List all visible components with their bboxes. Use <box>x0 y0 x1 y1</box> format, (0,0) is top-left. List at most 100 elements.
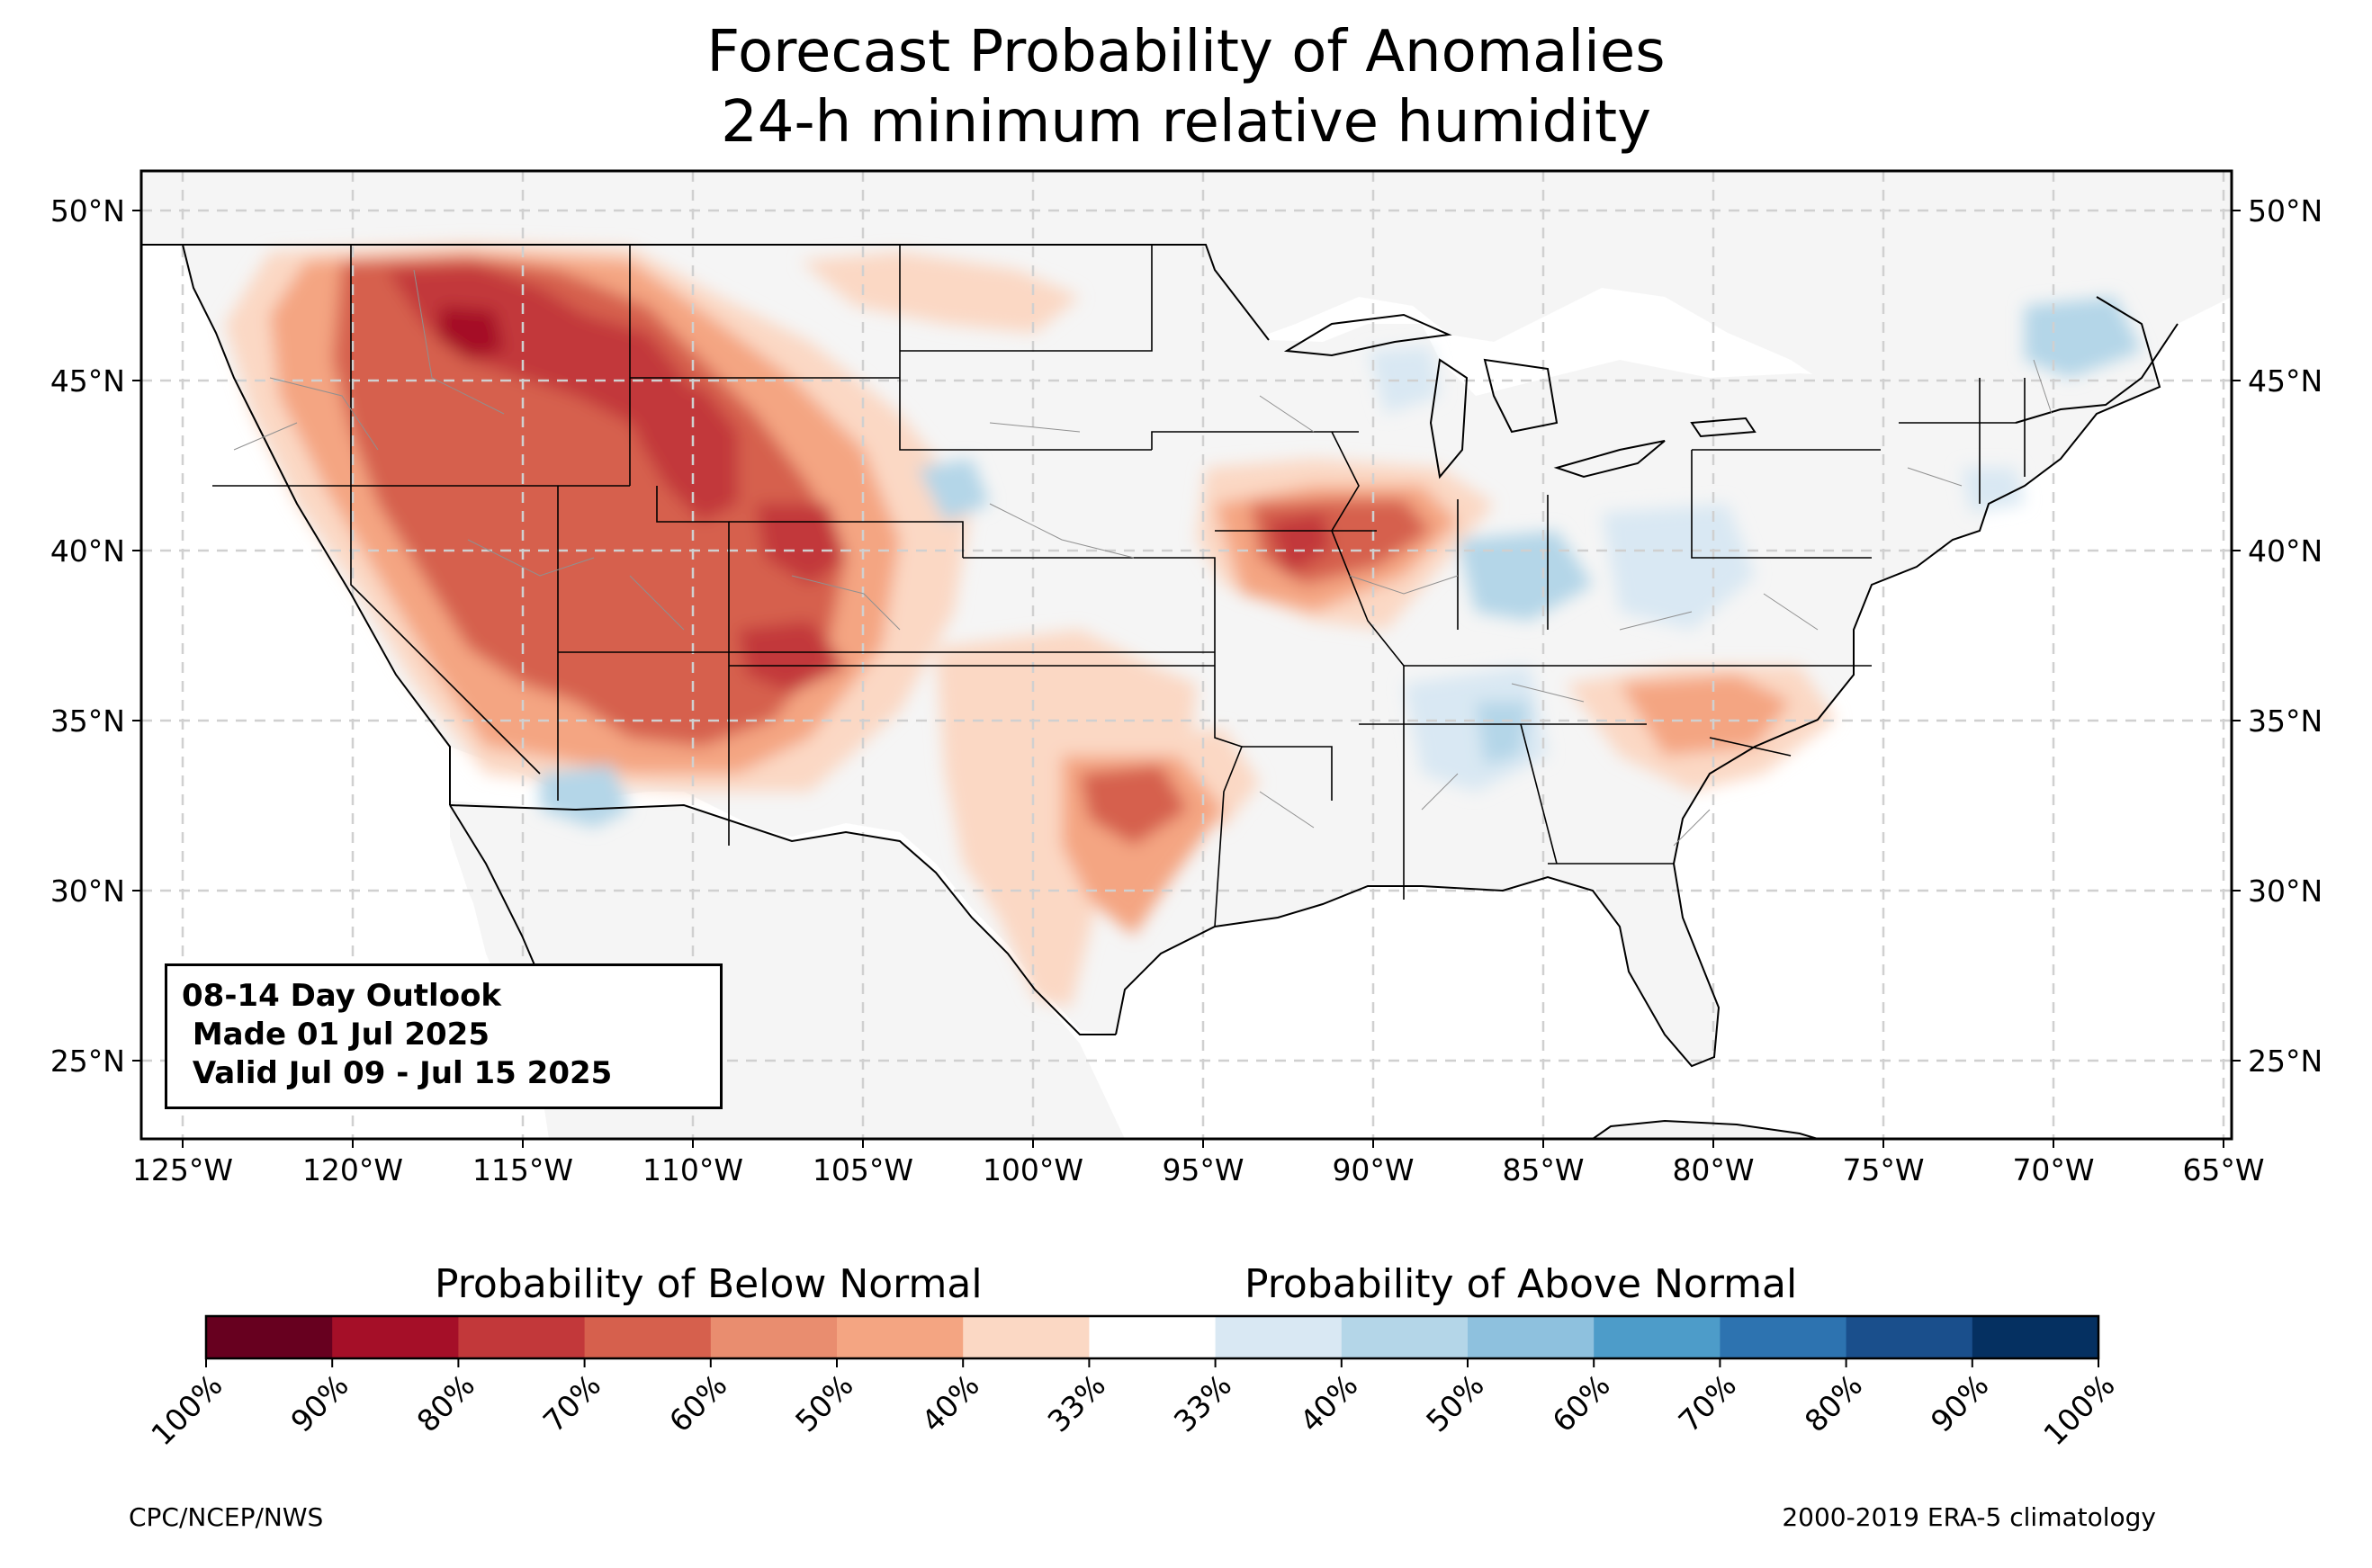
us-canada-border <box>141 244 1270 341</box>
colorbar-swatch <box>332 1316 459 1358</box>
colorbar-swatch <box>710 1316 838 1358</box>
probability-shading <box>225 243 2142 1008</box>
below-40-northplains <box>801 252 1080 333</box>
credit-left: CPC/NCEP/NWS <box>129 1502 324 1532</box>
lake-michigan <box>1429 358 1469 479</box>
colorbar-swatch <box>206 1316 333 1358</box>
lat-label-right: 30°N <box>2248 874 2323 909</box>
lon-label: 75°W <box>1842 1152 1924 1187</box>
colorbar-swatch <box>1215 1316 1343 1358</box>
below-70-wyoming <box>630 387 738 522</box>
colorbar-tick-label: 40% <box>914 1367 985 1438</box>
colorbar-tick-label: 80% <box>1798 1367 1869 1438</box>
state-line <box>1520 723 1558 865</box>
county-borders <box>233 269 2053 847</box>
lat-label-left: 50°N <box>50 193 125 228</box>
colorbar-swatch <box>584 1316 712 1358</box>
lat-label-right: 40°N <box>2248 533 2323 569</box>
lat-label-right: 35°N <box>2248 703 2323 739</box>
lon-label: 110°W <box>642 1152 743 1187</box>
colorbar-swatch <box>1341 1316 1469 1358</box>
cuba-coast <box>1592 1119 1819 1139</box>
colorbar-tick-label: 60% <box>1545 1367 1616 1438</box>
state-line <box>1691 450 1872 559</box>
lon-label: 115°W <box>472 1152 573 1187</box>
state-line <box>729 521 964 558</box>
colorbar-tick-label: 33% <box>1041 1367 1112 1438</box>
colorbar-swatch <box>458 1316 586 1358</box>
colorbar-tick-label: 100% <box>144 1367 229 1452</box>
outlook-made-date: Made 01 Jul 2025 <box>182 1017 490 1053</box>
below-60-texas <box>1080 765 1188 846</box>
above-40-newengland <box>2025 297 2142 378</box>
us-canada-border-east <box>2015 323 2179 424</box>
map-frame <box>139 169 2233 1141</box>
colorbar-tick-label: 70% <box>1672 1367 1743 1438</box>
chart-title-line2: 24-h minimum relative humidity <box>721 89 1651 156</box>
state-line <box>963 557 1216 666</box>
above-40-alabama <box>1476 702 1530 765</box>
above-33-ohiovalley <box>1602 504 1755 630</box>
colorbar-swatch <box>1594 1316 1721 1358</box>
lon-label: 95°W <box>1162 1152 1244 1187</box>
lon-label: 65°W <box>2182 1152 2264 1187</box>
lon-label: 125°W <box>132 1152 233 1187</box>
below-70-missouri <box>1269 513 1332 576</box>
above-40-arizona <box>540 765 630 828</box>
county-lines <box>233 269 2053 847</box>
state-line <box>656 486 730 846</box>
lat-label-left: 35°N <box>50 703 125 739</box>
colorbar-tick-label: 90% <box>1924 1367 1995 1438</box>
lon-label: 85°W <box>1502 1152 1584 1187</box>
chart-title-line1: Forecast Probability of Anomalies <box>706 19 1666 85</box>
colorbar-swatch <box>1972 1316 2099 1358</box>
above-33-wisconsin <box>1368 346 1440 414</box>
below-70-colorado <box>756 504 846 585</box>
colorbar-frame <box>204 1314 2100 1360</box>
state-line <box>1331 431 1405 667</box>
credit-right: 2000-2019 ERA-5 climatology <box>1782 1502 2156 1532</box>
lon-label: 120°W <box>302 1152 403 1187</box>
axis-ticks: 50°N 50°N 45°N 45°N 40°N 40°N 35°N 35°N 30°N 30°N… <box>50 193 2323 1187</box>
colorbar-tick-label: 33% <box>1167 1367 1238 1438</box>
state-line <box>1709 737 1792 757</box>
below-50-carolinas <box>1620 675 1791 756</box>
above-33-southeast <box>1404 666 1548 792</box>
outlook-valid-range: Valid Jul 09 - Jul 15 2025 <box>182 1055 613 1091</box>
colorbar-swatch <box>963 1316 1090 1358</box>
state-line <box>1242 746 1333 801</box>
colorbar-tick-label: 50% <box>788 1367 859 1438</box>
lon-label: 100°W <box>983 1152 1083 1187</box>
boundaries <box>141 244 2179 1139</box>
outlook-period: 08-14 Day Outlook <box>182 978 502 1014</box>
lon-label: 80°W <box>1672 1152 1754 1187</box>
colorbar-tick-label: 90% <box>283 1367 355 1438</box>
above-40-nebraska <box>918 459 990 522</box>
above-normal-label: Probability of Above Normal <box>1244 1261 1798 1307</box>
above-33-mid-atlantic <box>1962 468 2025 513</box>
colorbar: 100% 90% 80% 70% 60% 50% 40% 33% 33% 40% 50% 60% 70%… <box>144 1314 2122 1452</box>
lon-label: 70°W <box>2012 1152 2094 1187</box>
colorbar-swatch <box>1468 1316 1595 1358</box>
canada-land <box>141 171 2232 441</box>
lon-label: 90°W <box>1332 1152 1414 1187</box>
above-40-indiana <box>1458 531 1593 621</box>
west-coastline <box>182 244 451 805</box>
us-mexico-border <box>449 803 1116 1035</box>
colorbar-tick-label: 70% <box>536 1367 607 1438</box>
lake-erie <box>1553 440 1666 479</box>
lat-label-left: 45°N <box>50 363 125 399</box>
state-borders <box>212 245 2026 927</box>
lat-label-right: 25°N <box>2248 1044 2323 1079</box>
below-70-newmexico <box>738 621 846 693</box>
below-80-idaho <box>436 306 504 360</box>
colorbar-tick-label: 60% <box>662 1367 733 1438</box>
below-60-west <box>333 256 846 747</box>
outlook-info-box: 08-14 Day Outlook Made 01 Jul 2025 Valid… <box>165 963 723 1109</box>
state-line <box>900 245 1153 352</box>
lake-huron <box>1483 358 1559 434</box>
colorbar-swatch <box>1089 1316 1217 1358</box>
colorbar-swatch <box>837 1316 964 1358</box>
lat-label-left: 30°N <box>50 874 125 909</box>
